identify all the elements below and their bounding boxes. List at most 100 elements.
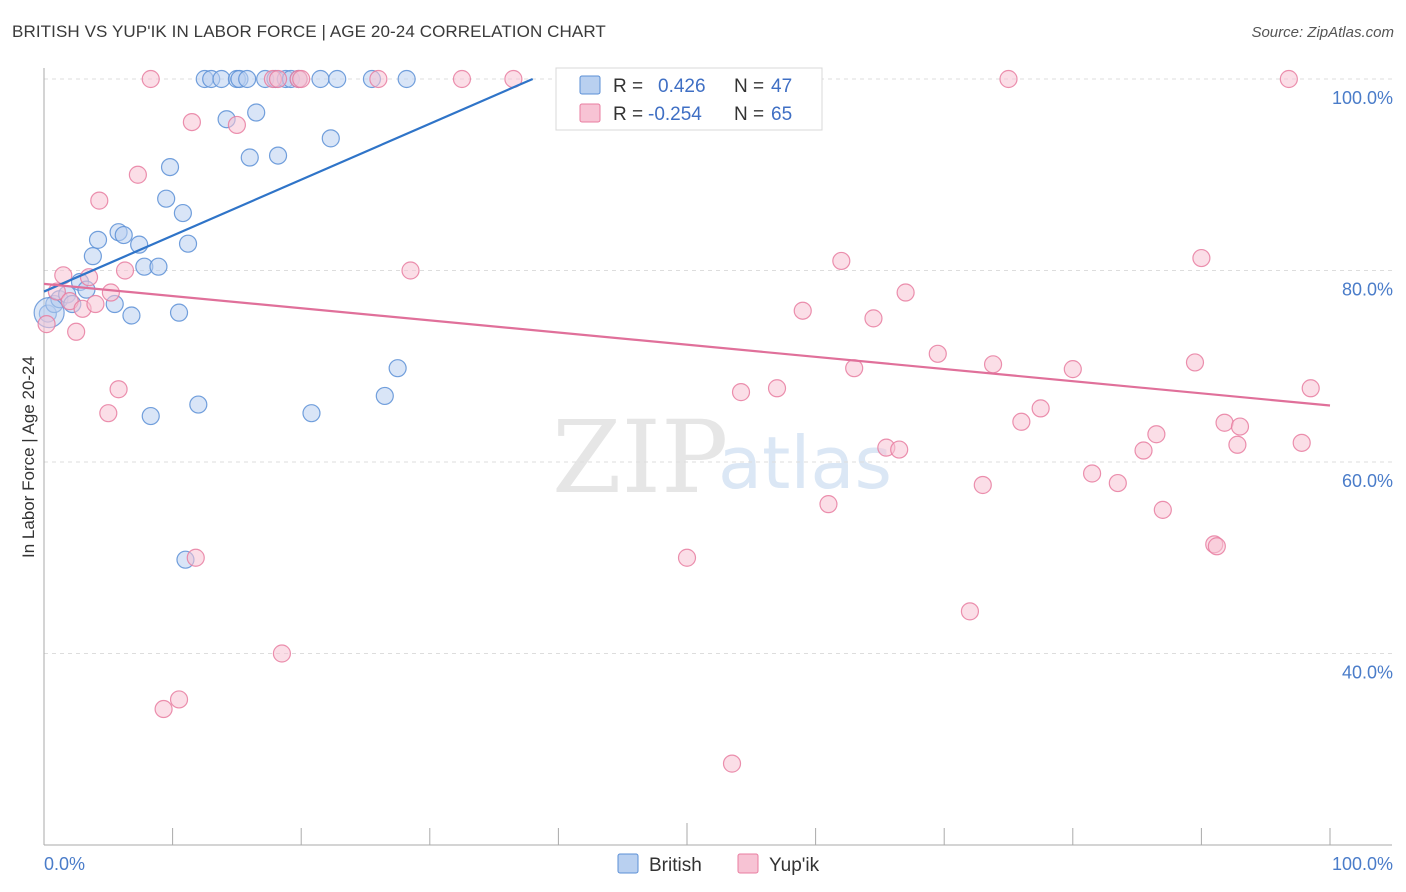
- yupik-n-value: 65: [771, 104, 792, 125]
- yupik-point: [109, 380, 128, 399]
- yupik-point: [141, 69, 160, 89]
- british-point: [375, 386, 394, 406]
- yupik-point: [1012, 412, 1031, 431]
- yupik-point: [1134, 441, 1153, 460]
- y-tick-label: 100.0%: [1332, 88, 1393, 108]
- yupik-point: [99, 404, 118, 423]
- yupik-point: [1230, 417, 1250, 436]
- british-point: [212, 69, 231, 89]
- series-legend: British Yup'ik: [617, 853, 820, 876]
- yupik-point: [864, 309, 883, 328]
- yupik-point: [128, 165, 147, 184]
- british-point: [114, 225, 133, 245]
- x-tick-label-min: 0.0%: [44, 854, 85, 874]
- yupik-point: [154, 699, 173, 719]
- legend-british-swatch: [617, 853, 639, 874]
- yupik-point: [1082, 464, 1102, 483]
- british-point: [240, 148, 259, 167]
- british-point: [397, 69, 416, 89]
- yupik-point: [793, 301, 812, 320]
- yupik-point: [896, 283, 915, 302]
- british-point: [149, 257, 168, 276]
- yupik-point: [1279, 69, 1298, 89]
- british-point: [141, 406, 160, 426]
- yupik-point: [86, 294, 105, 314]
- british-n-value: 47: [771, 76, 792, 97]
- x-ticks: [43, 823, 1331, 845]
- yupik-point: [115, 261, 135, 280]
- yupik-points: [37, 69, 1320, 773]
- yupik-point: [452, 69, 472, 89]
- watermark-zip: ZIP: [552, 399, 728, 516]
- yupik-n-label: N =: [734, 104, 764, 125]
- british-point: [268, 146, 288, 165]
- yupik-point: [973, 475, 992, 495]
- british-point: [178, 234, 198, 253]
- yupik-point: [1185, 353, 1205, 372]
- british-point: [189, 395, 208, 414]
- yupik-point: [1063, 360, 1082, 379]
- trend-lines: [43, 77, 1331, 407]
- yupik-point: [999, 69, 1018, 89]
- y-axis-label: In Labor Force | Age 20-24: [19, 356, 38, 558]
- y-tick-label: 40.0%: [1342, 663, 1393, 683]
- yupik-point: [722, 754, 742, 773]
- legend-yupik-swatch: [737, 853, 759, 874]
- yupik-r-value: -0.254: [648, 104, 702, 125]
- yupik-point: [169, 690, 189, 709]
- yupik-trend-line: [43, 282, 1331, 407]
- yupik-point: [845, 359, 864, 378]
- yupik-point: [67, 322, 86, 341]
- yupik-point: [292, 69, 311, 89]
- yupik-point: [928, 344, 947, 363]
- yupik-point: [1147, 425, 1166, 444]
- legend-yupik-label: Yup'ik: [769, 855, 820, 876]
- british-point: [83, 247, 102, 266]
- british-trend-line: [43, 77, 534, 293]
- british-point: [238, 69, 257, 89]
- british-point: [247, 103, 266, 122]
- british-point: [88, 230, 108, 249]
- british-point: [388, 359, 407, 378]
- british-point: [302, 404, 321, 423]
- yupik-point: [767, 379, 787, 398]
- yupik-point: [227, 115, 246, 135]
- yupik-point: [677, 548, 697, 567]
- yupik-point: [268, 69, 288, 89]
- axes: [43, 68, 1392, 846]
- y-tick-labels: 40.0% 60.0% 80.0% 100.0%: [1332, 88, 1393, 683]
- source-credit: Source: ZipAtlas.com: [1251, 24, 1394, 41]
- chart-title: BRITISH VS YUP'IK IN LABOR FORCE | AGE 2…: [12, 22, 606, 41]
- british-r-value: 0.426: [658, 76, 706, 97]
- yupik-point: [1292, 433, 1311, 452]
- y-tick-label: 80.0%: [1342, 280, 1393, 300]
- british-point: [160, 157, 180, 177]
- watermark: ZIP atlas: [552, 399, 892, 516]
- y-tick-label: 60.0%: [1342, 471, 1393, 491]
- stats-legend: R = 0.426 N = 47 R = -0.254 N = 65: [555, 67, 823, 131]
- yupik-point: [186, 548, 205, 567]
- yupik-point: [182, 112, 201, 132]
- yupik-point: [1108, 473, 1127, 493]
- yupik-point: [960, 602, 980, 621]
- british-points: [33, 69, 416, 569]
- british-point: [169, 303, 189, 322]
- yupik-point: [832, 251, 851, 271]
- watermark-atlas: atlas: [718, 421, 892, 505]
- yupik-point: [90, 191, 109, 210]
- legend-british-label: British: [649, 855, 702, 876]
- yupik-swatch: [579, 103, 601, 123]
- yupik-point: [37, 315, 56, 334]
- yupik-point: [1031, 399, 1050, 418]
- yupik-point: [890, 440, 909, 459]
- yupik-r-label: R =: [613, 104, 643, 125]
- yupik-point: [1207, 537, 1226, 556]
- yupik-point: [1301, 379, 1320, 398]
- british-r-label: R =: [613, 76, 643, 97]
- british-point: [122, 306, 141, 325]
- yupik-point: [1215, 413, 1234, 432]
- yupik-point: [1192, 248, 1211, 268]
- yupik-point: [272, 644, 292, 663]
- yupik-point: [401, 261, 420, 280]
- x-tick-label-max: 100.0%: [1332, 854, 1393, 874]
